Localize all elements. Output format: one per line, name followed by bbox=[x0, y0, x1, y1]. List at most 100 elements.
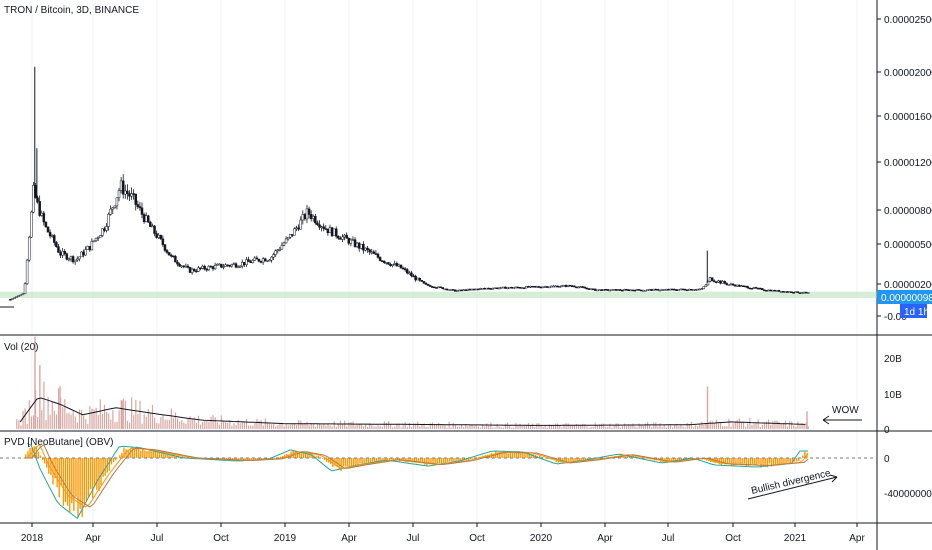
pvd-pane[interactable] bbox=[0, 432, 877, 522]
volume-bar bbox=[456, 426, 459, 429]
pvd-hist-bar bbox=[762, 458, 764, 466]
volume-bar bbox=[467, 426, 469, 429]
support-zone[interactable] bbox=[0, 291, 877, 298]
candle-body bbox=[98, 235, 102, 238]
volume-bar bbox=[30, 416, 33, 429]
volume-bar bbox=[423, 423, 425, 429]
candle-body bbox=[101, 228, 104, 236]
candle-body bbox=[804, 291, 808, 294]
volume-bar bbox=[16, 419, 18, 429]
volume-axis[interactable]: 20B 10B 0 bbox=[884, 354, 902, 436]
pvd-lines[interactable] bbox=[26, 442, 809, 520]
volume-bar bbox=[688, 423, 690, 429]
candle-body bbox=[383, 260, 386, 263]
symbol-title[interactable]: TRON / Bitcoin, 3D, BINANCE bbox=[4, 5, 139, 16]
pvd-hist-bar bbox=[25, 454, 27, 458]
pvd-hist-bar bbox=[238, 458, 240, 461]
volume-bar bbox=[41, 410, 43, 429]
volume-bar bbox=[580, 425, 582, 429]
candle-body bbox=[564, 285, 568, 287]
candle-body bbox=[343, 234, 346, 238]
volume-bar bbox=[333, 421, 335, 429]
volume-bar bbox=[759, 426, 761, 429]
volume-legend[interactable]: Vol (20) bbox=[4, 342, 38, 353]
candle-body bbox=[723, 280, 726, 284]
volume-bar bbox=[189, 416, 191, 429]
wow-annotation[interactable]: WOW bbox=[822, 405, 862, 425]
volume-bar bbox=[607, 426, 609, 429]
volume-bar bbox=[375, 426, 377, 429]
pvd-hist-bar bbox=[737, 458, 739, 464]
volume-bar bbox=[538, 423, 540, 429]
volume-bar bbox=[87, 424, 89, 429]
candle-body bbox=[32, 185, 35, 213]
candle-body bbox=[115, 197, 119, 207]
volume-bar bbox=[70, 414, 72, 429]
volume-bars[interactable] bbox=[16, 336, 809, 429]
candle-body bbox=[405, 269, 409, 274]
candle-body bbox=[522, 287, 526, 289]
candle-body bbox=[92, 240, 96, 243]
candle-body bbox=[357, 242, 361, 249]
pvd-hist-bar bbox=[793, 458, 796, 462]
candle-body bbox=[207, 266, 211, 271]
candle-body bbox=[633, 289, 637, 292]
volume-bar bbox=[281, 422, 283, 429]
volume-bar bbox=[32, 415, 35, 429]
candle-body bbox=[527, 286, 530, 288]
volume-bar bbox=[690, 421, 692, 429]
candle-body bbox=[341, 236, 344, 240]
volume-bar bbox=[24, 408, 26, 429]
candle-body bbox=[744, 285, 747, 288]
volume-bar bbox=[68, 412, 70, 429]
pvd-hist-bar bbox=[772, 458, 775, 466]
candle-body bbox=[184, 265, 188, 268]
volume-bar bbox=[183, 422, 185, 429]
candle-body bbox=[266, 260, 269, 262]
volume-bar bbox=[53, 410, 55, 429]
volume-bar bbox=[734, 421, 736, 429]
pvd-hist-bar bbox=[747, 458, 750, 466]
pvd-hist-bar bbox=[739, 458, 741, 465]
pvd-hist-bar bbox=[530, 453, 532, 458]
candle-body bbox=[802, 291, 806, 294]
volume-pane[interactable] bbox=[0, 336, 877, 430]
pvd-legend[interactable]: PVD [NeoButane] (OBV) bbox=[4, 437, 114, 448]
price-candles[interactable] bbox=[0, 66, 810, 308]
candle-body bbox=[228, 265, 231, 267]
candle-body bbox=[50, 235, 54, 237]
pvd-hist-bar bbox=[758, 458, 760, 464]
candle-body bbox=[105, 226, 108, 231]
volume-bar bbox=[594, 423, 596, 429]
candle-body bbox=[385, 262, 388, 264]
volume-bar bbox=[452, 422, 454, 429]
volume-bar bbox=[768, 419, 770, 429]
candle-body bbox=[138, 206, 142, 209]
candle-body bbox=[646, 289, 649, 291]
candle-body bbox=[393, 263, 396, 265]
volume-bar bbox=[742, 421, 745, 429]
candle-body bbox=[602, 289, 605, 291]
volume-bar bbox=[699, 424, 701, 429]
pvd-hist-bar bbox=[94, 458, 96, 487]
price-axis[interactable]: 0.00002500 0.00002000 0.00001600 0.00001200… bbox=[877, 15, 932, 323]
volume-bar bbox=[400, 427, 402, 429]
volume-bar bbox=[369, 423, 371, 429]
volume-bar bbox=[525, 424, 527, 429]
volume-bar bbox=[546, 427, 548, 429]
time-axis[interactable]: 2018 Apr Jul Oct 2019 Apr Jul Oct 2020 Apr Jul Oct 2… bbox=[21, 523, 866, 544]
price-pane[interactable] bbox=[0, 0, 877, 334]
pvd-hist-bar bbox=[365, 458, 367, 464]
volume-ma-line[interactable] bbox=[19, 397, 806, 426]
pvd-hist-bar bbox=[453, 458, 455, 462]
pvd-hist-bar bbox=[447, 458, 449, 462]
volume-bar bbox=[252, 425, 254, 429]
volume-bar bbox=[582, 423, 584, 429]
volume-bar bbox=[37, 417, 39, 429]
pvd-hist-bar bbox=[261, 458, 263, 460]
pvd-axis[interactable]: 0 -4000000000 bbox=[884, 454, 932, 500]
volume-bar bbox=[212, 414, 214, 429]
volume-bar bbox=[283, 426, 285, 429]
candle-body bbox=[387, 262, 390, 265]
